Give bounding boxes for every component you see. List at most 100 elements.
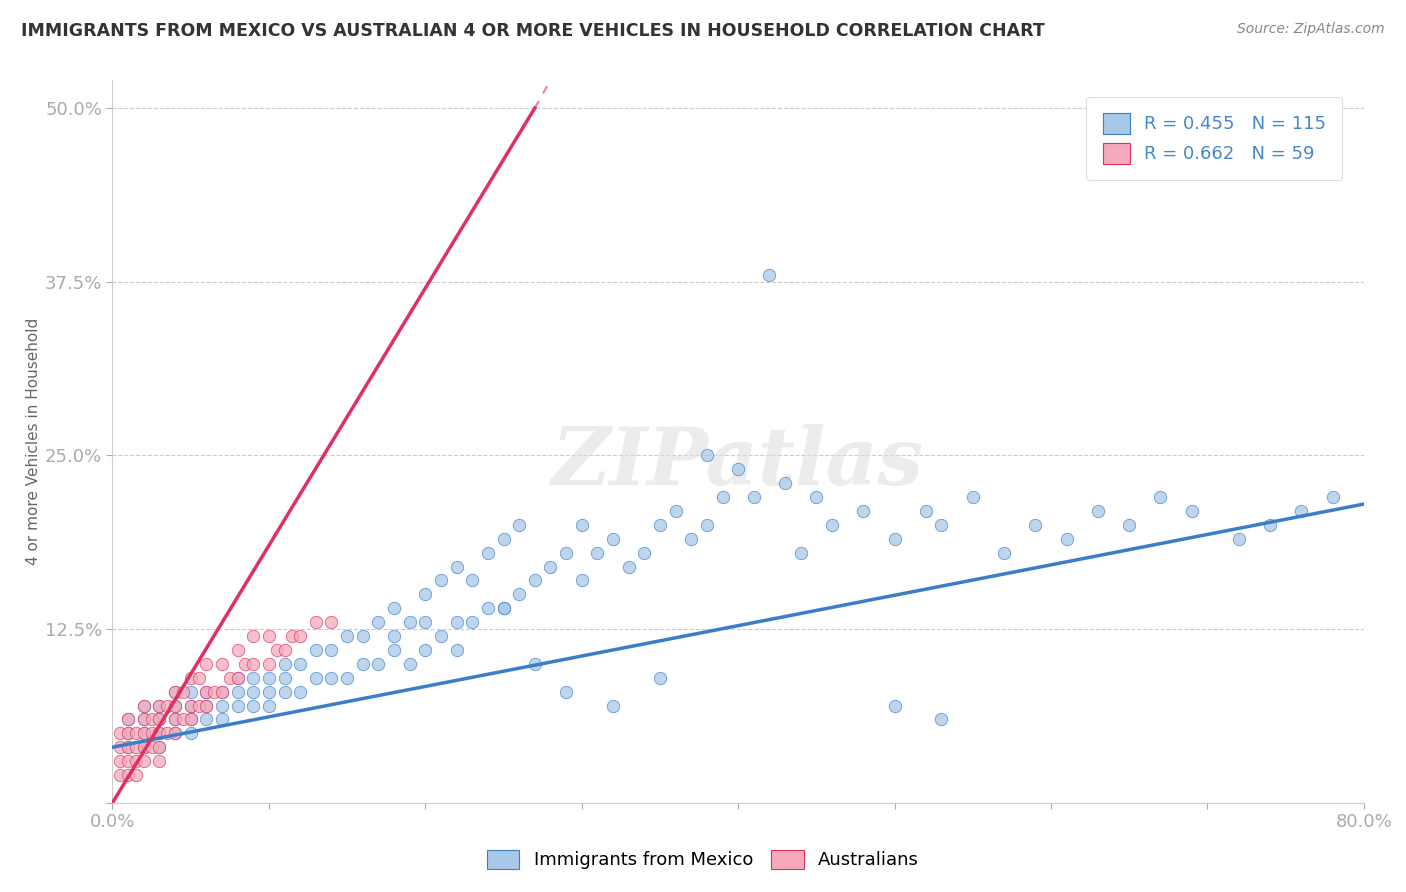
Point [523,657,546,671]
Point [187,698,209,713]
Point [141,713,163,727]
Point [211,698,233,713]
Point [141,726,163,740]
Point [148,740,170,755]
Point [226,643,249,657]
Point [163,698,186,713]
Point [773,476,796,491]
Point [290,629,312,643]
Point [446,615,468,630]
Point [273,671,295,685]
Point [117,740,139,755]
Point [281,629,304,643]
Point [571,517,593,532]
Point [156,726,179,740]
Point [321,671,343,685]
Point [602,698,624,713]
Point [446,643,468,657]
Point [125,768,148,782]
Point [367,657,389,671]
Point [883,698,905,713]
Point [132,740,155,755]
Point [1149,490,1171,504]
Point [305,671,328,685]
Point [242,657,264,671]
Point [163,726,186,740]
Point [257,671,280,685]
Point [257,698,280,713]
Point [540,559,562,574]
Point [508,517,530,532]
Point [195,684,218,698]
Point [163,684,186,698]
Point [571,574,593,588]
Point [266,643,288,657]
Point [290,684,312,698]
Point [117,726,139,740]
Point [681,532,703,546]
Legend: R = 0.455   N = 115, R = 0.662   N = 59: R = 0.455 N = 115, R = 0.662 N = 59 [1087,96,1343,180]
Point [202,684,225,698]
Point [352,657,374,671]
Point [492,601,515,615]
Point [195,657,218,671]
Point [1024,517,1046,532]
Point [172,684,194,698]
Point [226,671,249,685]
Point [415,643,437,657]
Point [555,684,578,698]
Point [163,726,186,740]
Point [148,713,170,727]
Point [336,629,359,643]
Point [305,615,328,630]
Point [195,684,218,698]
Point [211,684,233,698]
Point [132,740,155,755]
Text: ZIPatlas: ZIPatlas [553,425,924,502]
Point [211,657,233,671]
Point [382,601,405,615]
Point [962,490,984,504]
Point [148,754,170,768]
Point [148,698,170,713]
Point [555,546,578,560]
Point [148,698,170,713]
Point [172,713,194,727]
Point [758,268,780,282]
Point [141,740,163,755]
Point [477,601,499,615]
Point [180,726,202,740]
Point [132,726,155,740]
Point [415,615,437,630]
Point [1258,517,1281,532]
Point [273,643,295,657]
Point [305,643,328,657]
Point [117,713,139,727]
Point [242,671,264,685]
Point [132,713,155,727]
Point [226,698,249,713]
Point [163,684,186,698]
Point [430,629,453,643]
Point [132,698,155,713]
Point [1227,532,1250,546]
Point [117,740,139,755]
Point [195,698,218,713]
Point [727,462,749,476]
Point [508,587,530,601]
Point [415,587,437,601]
Y-axis label: 4 or more Vehicles in Household: 4 or more Vehicles in Household [27,318,41,566]
Point [696,449,718,463]
Point [446,559,468,574]
Point [617,559,640,574]
Point [1291,504,1313,518]
Point [125,740,148,755]
Point [211,684,233,698]
Point [1181,504,1204,518]
Point [110,768,132,782]
Point [382,643,405,657]
Point [110,754,132,768]
Point [110,726,132,740]
Text: IMMIGRANTS FROM MEXICO VS AUSTRALIAN 4 OR MORE VEHICLES IN HOUSEHOLD CORRELATION: IMMIGRANTS FROM MEXICO VS AUSTRALIAN 4 O… [21,22,1045,40]
Point [117,713,139,727]
